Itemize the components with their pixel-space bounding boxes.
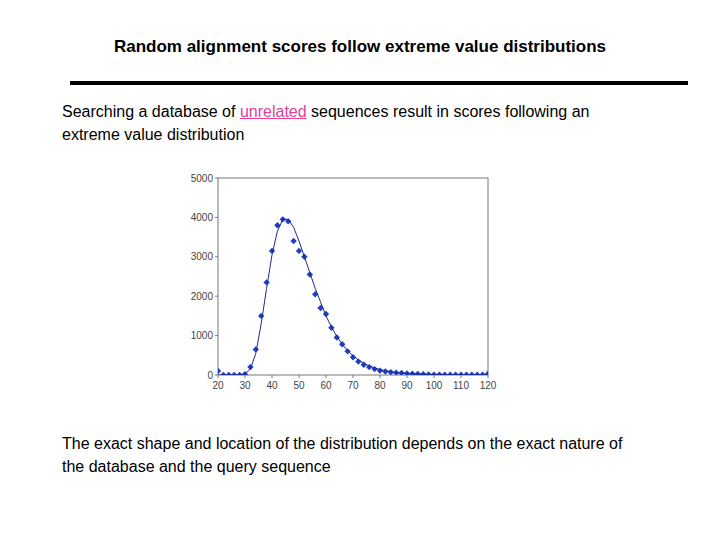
x-tick: [380, 375, 381, 378]
y-tick: [215, 178, 218, 179]
plot-marks: [218, 216, 488, 375]
y-tick-label: 2000: [191, 291, 214, 302]
intro-highlight: unrelated: [240, 103, 307, 120]
x-tick-label: 60: [320, 380, 332, 391]
data-point: [258, 313, 264, 319]
y-tick-label: 0: [207, 370, 213, 381]
intro-before: Searching a database of: [62, 103, 240, 120]
y-tick: [215, 256, 218, 257]
y-tick-label: 1000: [191, 330, 214, 341]
data-point: [404, 370, 410, 375]
intro-text: Searching a database of unrelated sequen…: [62, 100, 644, 146]
x-tick-label: 30: [239, 380, 251, 391]
y-tick-label: 3000: [191, 251, 214, 262]
x-tick: [407, 375, 408, 378]
y-tick-label: 5000: [191, 173, 214, 184]
x-tick-label: 120: [480, 380, 497, 391]
slide: Random alignment scores follow extreme v…: [0, 0, 720, 540]
x-tick: [488, 375, 489, 378]
data-point: [218, 368, 221, 374]
data-point: [485, 371, 488, 375]
y-tick-label: 4000: [191, 212, 214, 223]
footer-text: The exact shape and location of the dist…: [62, 432, 644, 478]
x-tick: [218, 375, 219, 378]
x-tick: [299, 375, 300, 378]
fit-curve: [218, 219, 488, 375]
x-tick-label: 110: [453, 380, 469, 391]
data-point: [344, 348, 350, 354]
y-tick: [215, 217, 218, 218]
slide-title: Random alignment scores follow extreme v…: [0, 37, 720, 57]
x-tick: [326, 375, 327, 378]
x-tick-label: 80: [374, 380, 386, 391]
x-tick-label: 90: [401, 380, 413, 391]
y-tick: [215, 335, 218, 336]
x-tick-label: 70: [347, 380, 359, 391]
data-point: [290, 238, 296, 244]
x-tick-label: 50: [293, 380, 305, 391]
x-tick: [353, 375, 354, 378]
x-tick: [245, 375, 246, 378]
x-tick-label: 100: [426, 380, 443, 391]
y-tick: [215, 296, 218, 297]
data-point: [263, 279, 269, 285]
x-tick: [461, 375, 462, 378]
x-tick-label: 40: [266, 380, 278, 391]
x-tick: [272, 375, 273, 378]
x-tick-label: 20: [212, 380, 224, 391]
plot-frame: [218, 178, 488, 375]
x-tick: [434, 375, 435, 378]
title-rule: [70, 81, 688, 85]
